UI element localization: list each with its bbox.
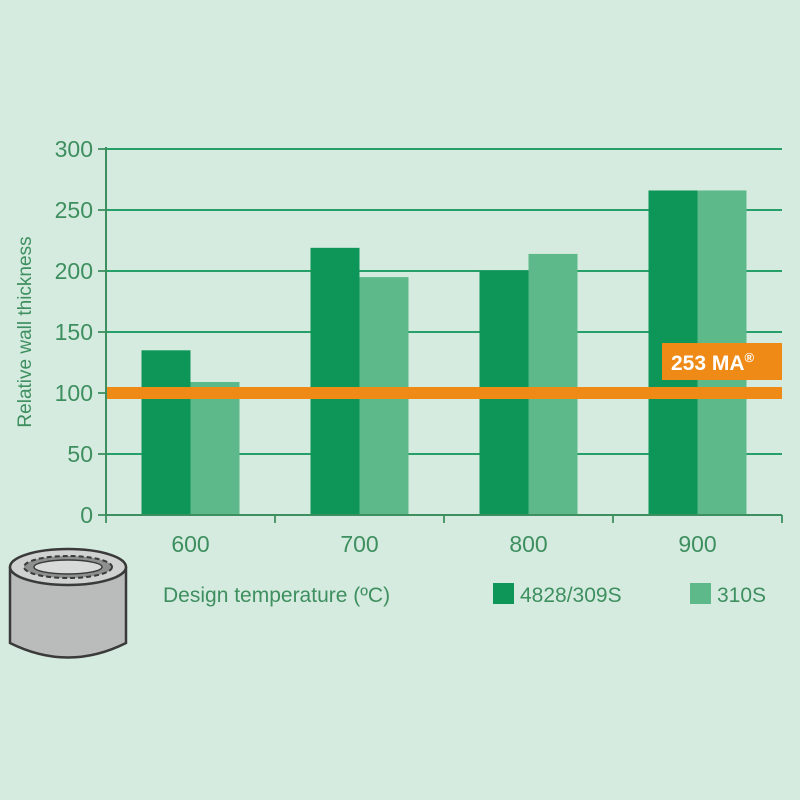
registered-mark: ® [745, 350, 755, 365]
y-tick-label-200: 200 [55, 258, 93, 284]
x-tick-label-900: 900 [678, 531, 716, 557]
bar-4828-309s-600 [141, 350, 191, 515]
x-tick-label-800: 800 [509, 531, 547, 557]
y-tick-label-150: 150 [55, 319, 93, 345]
y-axis-title: Relative wall thickness [15, 236, 36, 427]
bars [141, 190, 747, 516]
y-tick-label-0: 0 [80, 502, 93, 528]
y-tick-label-50: 50 [67, 441, 93, 467]
bar-310s-800 [528, 253, 578, 516]
tick-labels: 0 50 100 150 200 250 300 600 700 800 900 [55, 136, 717, 557]
y-tick-label-300: 300 [55, 136, 93, 162]
legend: 4828/309S 310S [493, 583, 766, 607]
reference-line [106, 387, 782, 399]
legend-label-310s: 310S [717, 584, 766, 607]
reference-line-group: 253 MA® [106, 343, 782, 399]
legend-swatch-4828-309s [493, 583, 514, 604]
reference-label-box [662, 343, 782, 380]
legend-swatch-310s [690, 583, 711, 604]
y-tick-label-100: 100 [55, 380, 93, 406]
legend-label-4828-309s: 4828/309S [520, 584, 622, 607]
x-tick-label-600: 600 [171, 531, 209, 557]
tube-illustration [8, 547, 128, 659]
bar-4828-309s-700 [310, 247, 360, 515]
axes [98, 147, 783, 523]
x-tick-label-700: 700 [340, 531, 378, 557]
y-tick-label-250: 250 [55, 197, 93, 223]
x-axis-title: Design temperature (ºC) [163, 584, 390, 607]
reference-label: 253 MA® [671, 350, 755, 375]
bar-310s-600 [190, 382, 240, 515]
